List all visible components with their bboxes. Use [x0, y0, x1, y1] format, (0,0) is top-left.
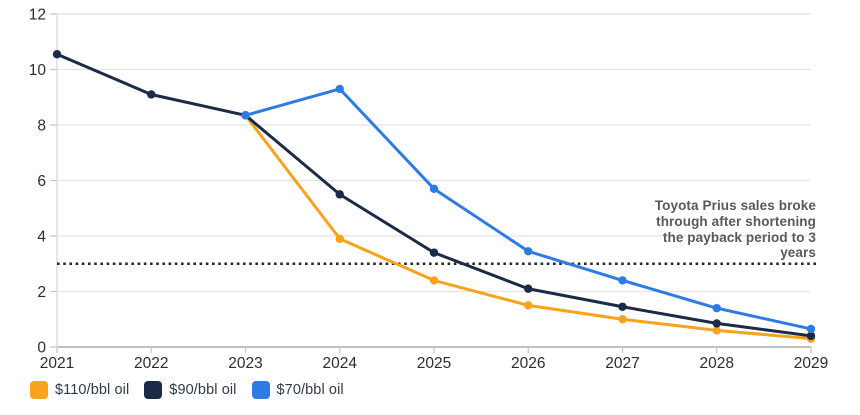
x-tick-label: 2022 — [134, 355, 168, 372]
data-point — [806, 331, 816, 341]
y-tick-label: 4 — [37, 229, 46, 246]
data-point — [618, 276, 627, 285]
data-point — [241, 111, 250, 120]
y-tick-label: 0 — [37, 340, 46, 357]
legend-swatch-110bbl-icon — [30, 381, 48, 399]
legend-swatch-70bbl-icon — [251, 381, 270, 399]
data-point — [429, 276, 439, 285]
legend-item-70bbl: $70/bbl oil — [251, 381, 344, 399]
x-tick-label: 2021 — [40, 355, 74, 372]
x-tick-label: 2023 — [228, 355, 262, 372]
data-point — [618, 302, 627, 311]
payback-period-chart: 0 2 4 6 8 10 12 2021 2022 2023 2024 2025 2026 2027 202… — [29, 7, 828, 373]
x-tick-label: 2027 — [605, 355, 639, 372]
data-point — [712, 326, 721, 335]
data-point — [524, 301, 533, 310]
legend-item-110bbl: $110/bbl oil — [30, 381, 129, 399]
y-tick-label: 2 — [37, 284, 46, 301]
data-point — [524, 284, 533, 293]
data-point — [335, 84, 344, 94]
data-point — [806, 324, 816, 334]
chart-canvas: 0 2 4 6 8 10 12 2021 2022 2023 2024 2025 2026 2027 202… — [29, 7, 828, 373]
data-point — [429, 248, 439, 257]
legend-label-70bbl: $70/bbl oil — [276, 382, 344, 398]
data-point — [712, 303, 721, 313]
x-tick-label: 2029 — [794, 355, 828, 372]
legend-label-110bbl: $110/bbl oil — [55, 382, 130, 398]
legend-label-90bbl: $90/bbl oil — [169, 382, 237, 398]
y-tick-label: 10 — [29, 62, 47, 79]
data-point — [429, 184, 439, 194]
data-point — [618, 315, 627, 324]
data-point — [335, 234, 344, 243]
x-tick-label: 2026 — [511, 355, 545, 372]
y-tick-label: 6 — [37, 173, 46, 190]
legend-item-90bbl: $90/bbl oil — [144, 381, 236, 399]
y-tick-label: 12 — [29, 7, 46, 24]
data-point — [524, 247, 533, 256]
x-tick-label: 2024 — [323, 355, 358, 372]
data-point — [147, 90, 156, 99]
data-point — [52, 50, 62, 59]
series-line — [55, 52, 813, 338]
data-point — [712, 319, 721, 328]
chart-legend: $110/bbl oil $90/bbl oil $70/bbl oil — [30, 381, 860, 399]
chart-annotation: Toyota Prius sales broke through after s… — [654, 198, 816, 261]
data-point — [335, 190, 344, 199]
x-tick-label: 2025 — [417, 355, 451, 372]
legend-swatch-90bbl-icon — [144, 381, 163, 399]
x-tick-label: 2028 — [700, 355, 734, 372]
y-tick-label: 8 — [37, 118, 46, 135]
